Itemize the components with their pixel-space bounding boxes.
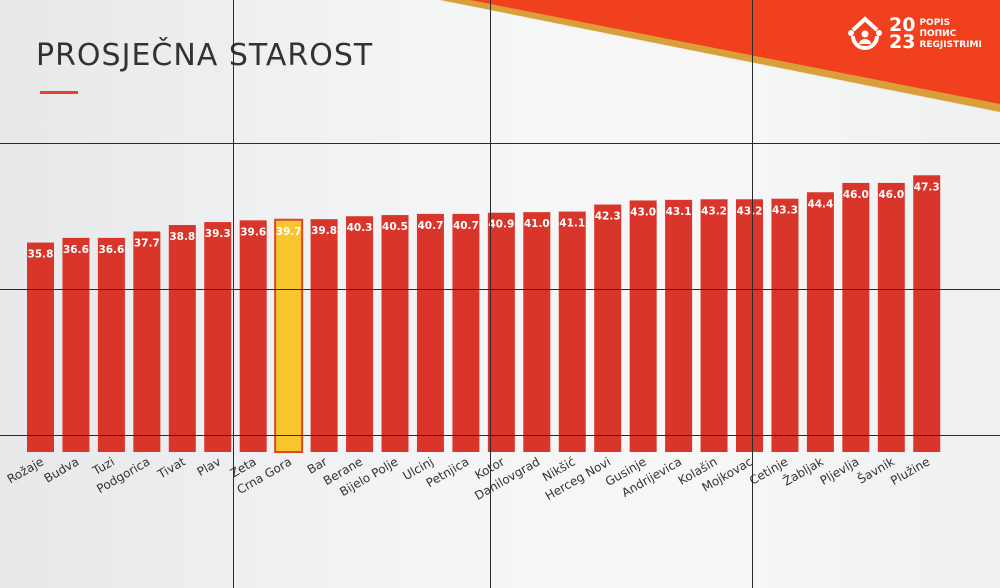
data-label: 39.6 <box>240 226 266 238</box>
bar <box>771 198 799 452</box>
bar <box>416 213 444 452</box>
bar <box>665 199 693 452</box>
screen-seam <box>752 0 753 588</box>
logo-line3: REGJISTRIMI <box>919 39 982 50</box>
page-title: PROSJEČNA STAROST <box>36 38 374 73</box>
data-label: 38.8 <box>169 231 195 243</box>
category-label: Plav <box>195 454 224 479</box>
logo-line2: ПОПИС <box>919 28 957 39</box>
data-label: 41.1 <box>559 218 585 230</box>
screen-seam <box>233 0 234 588</box>
bar <box>204 222 232 452</box>
data-label: 39.7 <box>276 226 302 238</box>
logo-line1: POPIS <box>919 17 951 28</box>
screen-seam <box>0 435 1000 436</box>
bar <box>310 219 338 452</box>
house-people-icon <box>848 16 882 50</box>
bar <box>523 212 551 452</box>
data-label: 43.3 <box>772 205 798 217</box>
data-label: 43.1 <box>666 206 692 218</box>
bar <box>27 242 54 452</box>
screen-seam <box>0 143 1000 144</box>
bar <box>133 231 161 452</box>
category-label: Tivat <box>154 454 188 481</box>
logo-year-top: 20 <box>889 14 916 36</box>
data-label: 42.3 <box>595 211 621 223</box>
category-label: Rožaje <box>5 454 46 486</box>
bar <box>487 212 515 452</box>
data-label: 35.8 <box>28 249 54 261</box>
data-label: 43.0 <box>630 206 656 218</box>
bar <box>274 218 304 453</box>
data-label: 44.4 <box>807 198 833 210</box>
census-banner <box>440 0 1000 112</box>
data-label: 39.3 <box>205 228 231 240</box>
bar <box>629 200 657 452</box>
bar <box>452 213 480 452</box>
title-underline <box>40 91 78 94</box>
bar <box>346 216 374 452</box>
bar <box>97 237 125 452</box>
category-label: Pljevlja <box>818 454 862 487</box>
data-label: 40.7 <box>453 220 479 232</box>
bar <box>381 215 409 452</box>
category-label: Žabljak <box>780 454 826 489</box>
bar <box>700 199 728 452</box>
data-label: 40.7 <box>417 220 443 232</box>
screen-seam <box>490 0 491 588</box>
data-label: 40.9 <box>488 219 514 231</box>
data-label: 36.6 <box>98 244 124 256</box>
bar <box>736 199 763 452</box>
data-label: 41.0 <box>524 218 550 230</box>
data-label: 47.3 <box>914 181 940 193</box>
data-label: 43.2 <box>701 205 727 217</box>
bar <box>806 192 834 452</box>
data-label: 43.2 <box>737 205 763 217</box>
data-label: 39.8 <box>311 225 337 237</box>
data-label: 40.5 <box>382 221 408 233</box>
category-label: Plužine <box>888 454 932 488</box>
popis-2023-logo: 20 23 POPIS ПОПИС REGJISTRIMI <box>845 14 982 54</box>
bar <box>913 175 941 453</box>
bar <box>168 225 196 452</box>
bar <box>842 182 870 452</box>
data-label: 36.6 <box>63 244 89 256</box>
data-label: 40.3 <box>347 222 373 234</box>
screen-seam <box>0 289 1000 290</box>
bar <box>558 211 586 452</box>
category-label: Budva <box>42 454 82 485</box>
data-label: 46.0 <box>878 189 904 201</box>
bar <box>62 237 90 452</box>
bar <box>594 204 622 452</box>
bar <box>239 220 267 452</box>
data-label: 37.7 <box>134 237 160 249</box>
data-label: 46.0 <box>843 189 869 201</box>
logo-year-bottom: 23 <box>889 31 916 53</box>
bar <box>877 182 905 452</box>
